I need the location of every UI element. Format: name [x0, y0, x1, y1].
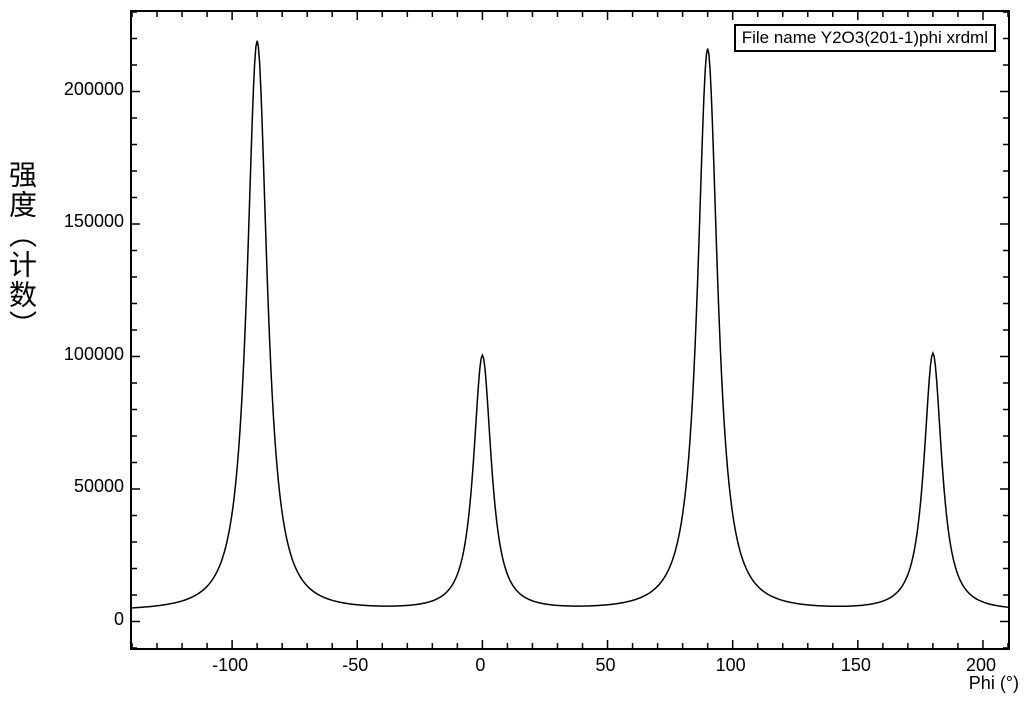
- x-tick-label: -50: [342, 655, 368, 676]
- x-tick-label: 50: [596, 655, 616, 676]
- x-tick-label: 100: [716, 655, 746, 676]
- x-tick-label: 0: [475, 655, 485, 676]
- y-tick-label: 100000: [44, 344, 124, 365]
- x-tick-label: 150: [841, 655, 871, 676]
- x-axis-label: Phi (°): [969, 673, 1019, 694]
- legend-box: File name Y2O3(201-1)phi xrdml: [734, 24, 996, 52]
- x-tick-label: -100: [212, 655, 248, 676]
- y-tick-label: 0: [44, 609, 124, 630]
- chart-svg: [132, 12, 1008, 648]
- y-tick-label: 150000: [44, 211, 124, 232]
- plot-area: File name Y2O3(201-1)phi xrdml: [130, 10, 1010, 650]
- legend-text: File name Y2O3(201-1)phi xrdml: [742, 28, 988, 47]
- y-axis-label: 强度（计数）: [0, 50, 40, 450]
- y-tick-label: 50000: [44, 476, 124, 497]
- chart-container: 强度（计数） File name Y2O3(201-1)phi xrdml 0 5…: [0, 0, 1029, 719]
- y-tick-label: 200000: [44, 79, 124, 100]
